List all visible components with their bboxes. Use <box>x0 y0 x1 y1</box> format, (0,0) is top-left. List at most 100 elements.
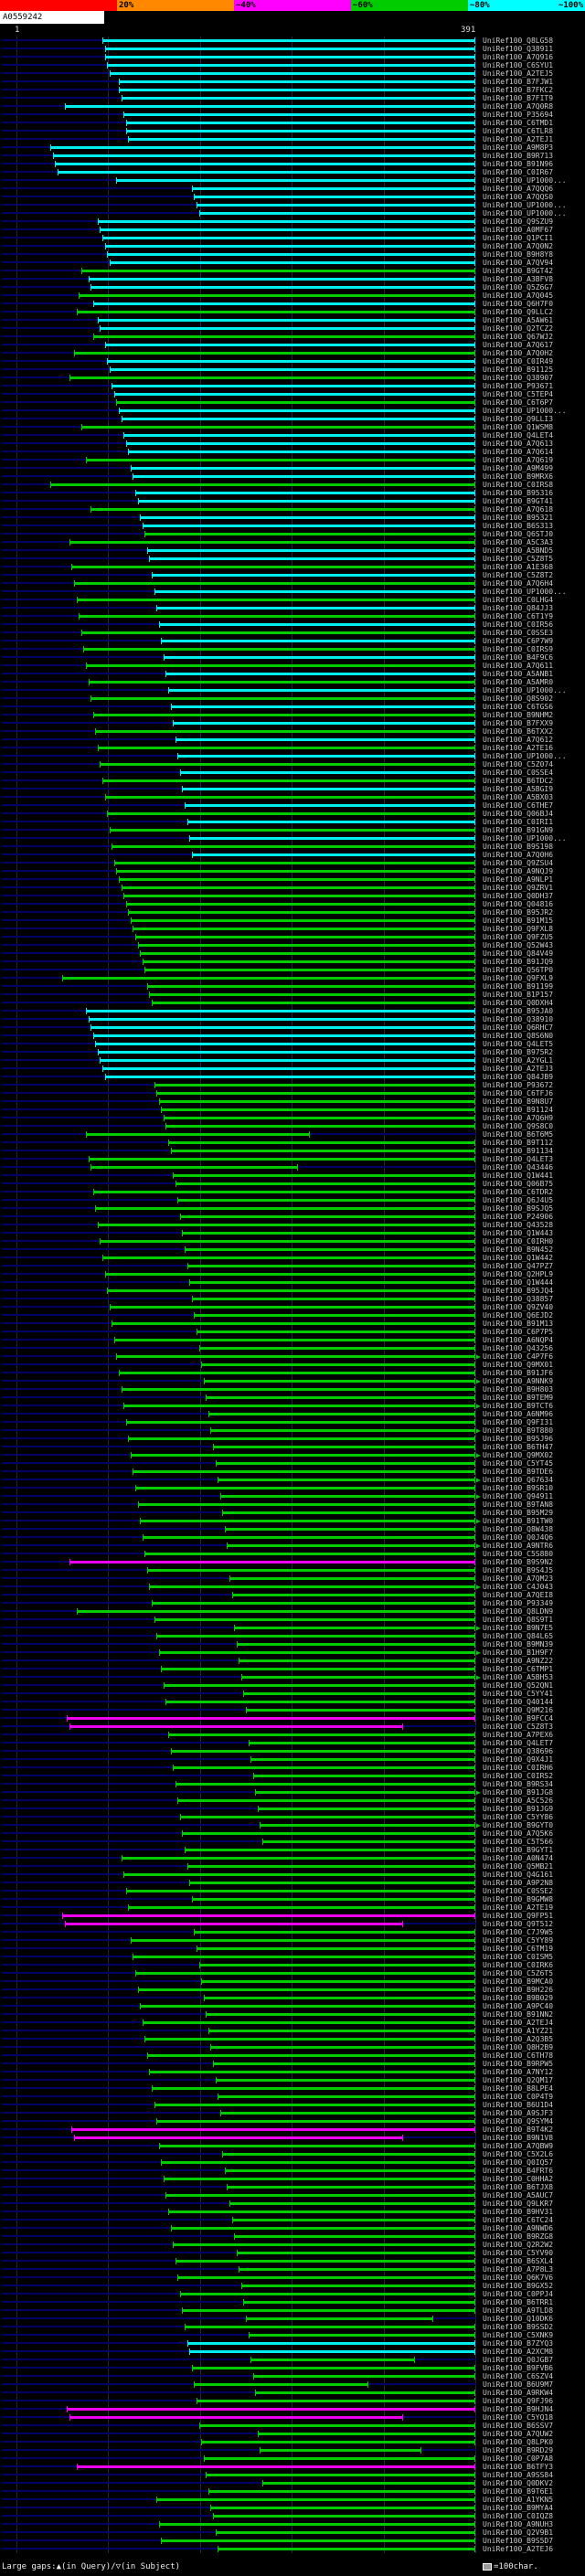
hit-label[interactable]: UniRef100_C0IRS9 <box>483 645 554 653</box>
alignment-bar[interactable] <box>248 2334 475 2337</box>
hit-label[interactable]: UniRef100_C4J043 <box>483 1583 554 1591</box>
hit-label[interactable]: UniRef100_C5YY86 <box>483 1813 554 1821</box>
alignment-bar[interactable] <box>189 1882 475 1884</box>
alignment-bar[interactable] <box>154 590 475 593</box>
alignment-bar[interactable] <box>194 1931 475 1934</box>
hit-label[interactable]: UniRef100_P24906 <box>483 1213 554 1221</box>
alignment-bar[interactable] <box>135 492 475 494</box>
alignment-bar[interactable] <box>165 673 475 675</box>
alignment-bar[interactable] <box>113 393 475 396</box>
hit-label[interactable]: UniRef100_B9S198 <box>483 843 554 851</box>
alignment-bar[interactable] <box>152 574 475 577</box>
hit-label[interactable]: UniRef100_Q10DK6 <box>483 2315 554 2323</box>
alignment-bar[interactable] <box>239 1659 475 1662</box>
hit-label[interactable]: UniRef100_Q38911 <box>483 45 554 53</box>
hit-label[interactable]: UniRef100_C6P7P5 <box>483 1328 554 1336</box>
hit-label[interactable]: UniRef100_Q6STJ0 <box>483 530 554 538</box>
hit-label[interactable]: UniRef100_C5Z074 <box>483 760 554 769</box>
hit-label[interactable]: UniRef100_UP1000... <box>483 209 567 217</box>
alignment-bar[interactable] <box>236 2252 475 2254</box>
hit-label[interactable]: UniRef100_A7Q916 <box>483 53 554 61</box>
alignment-bar[interactable] <box>71 2128 475 2131</box>
alignment-bar[interactable] <box>173 1766 475 1769</box>
alignment-bar[interactable] <box>142 960 475 963</box>
alignment-bar[interactable] <box>88 1018 475 1021</box>
hit-label[interactable]: UniRef100_B9MCA0 <box>483 1977 554 1986</box>
hit-label[interactable]: UniRef100_Q9LLC2 <box>483 308 554 316</box>
alignment-bar[interactable] <box>231 1594 475 1596</box>
hit-label[interactable]: UniRef100_B4F9C6 <box>483 653 554 662</box>
alignment-bar[interactable] <box>101 1067 475 1070</box>
alignment-bar[interactable] <box>109 261 475 264</box>
hit-label[interactable]: UniRef100_Q9FP51 <box>483 1912 554 1920</box>
hit-label[interactable]: UniRef100_Q40144 <box>483 1698 554 1706</box>
alignment-bar[interactable] <box>198 2424 475 2427</box>
alignment-bar[interactable] <box>100 327 475 330</box>
alignment-bar[interactable] <box>236 1643 475 1646</box>
alignment-bar[interactable] <box>224 2169 475 2172</box>
alignment-bar[interactable] <box>50 146 475 149</box>
alignment-bar[interactable] <box>203 1997 475 1999</box>
hit-label[interactable]: UniRef100_A2TEJ1 <box>483 135 554 143</box>
hit-label[interactable]: UniRef100_A2TEJ6 <box>483 2545 554 2553</box>
hit-label[interactable]: UniRef100_A2TEJ5 <box>483 69 554 78</box>
alignment-bar[interactable] <box>146 549 475 552</box>
hit-label[interactable]: UniRef100_B1P157 <box>483 991 554 999</box>
hit-label[interactable]: UniRef100_B4FRT6 <box>483 2167 554 2175</box>
hit-label[interactable]: UniRef100_B95M29 <box>483 1509 554 1517</box>
hit-label[interactable]: UniRef100_C6TMP1 <box>483 1665 554 1673</box>
hit-label[interactable]: UniRef100_A0MF67 <box>483 226 554 234</box>
hit-label[interactable]: UniRef100_A7Q612 <box>483 736 554 744</box>
hit-label[interactable]: UniRef100_C0P7A8 <box>483 2454 554 2463</box>
alignment-bar[interactable] <box>97 1051 475 1054</box>
alignment-bar[interactable] <box>206 1396 475 1399</box>
hit-label[interactable]: UniRef100_Q8LDN9 <box>483 1607 554 1616</box>
alignment-bar[interactable] <box>104 56 475 58</box>
alignment-bar[interactable] <box>185 1849 475 1851</box>
alignment-bar[interactable] <box>161 1108 475 1111</box>
hit-label[interactable]: UniRef100_C0LHG4 <box>483 596 554 604</box>
alignment-bar[interactable] <box>207 2030 475 2032</box>
alignment-bar[interactable] <box>74 2136 404 2139</box>
hit-label[interactable]: UniRef100_Q1W441 <box>483 1171 554 1180</box>
alignment-bar[interactable] <box>130 1939 475 1942</box>
hit-label[interactable]: UniRef100_C5XNK9 <box>483 2331 554 2339</box>
alignment-bar[interactable] <box>85 664 475 667</box>
hit-label[interactable]: UniRef100_A7Q5K6 <box>483 1829 554 1838</box>
hit-label[interactable]: UniRef100_C6TMD1 <box>483 119 554 127</box>
hit-label[interactable]: UniRef100_Q5Z6G7 <box>483 283 554 292</box>
alignment-bar[interactable] <box>104 1273 475 1276</box>
hit-label[interactable]: UniRef100_A7P8L3 <box>483 2265 554 2274</box>
alignment-bar[interactable] <box>170 1750 475 1753</box>
alignment-bar[interactable] <box>50 483 475 486</box>
hit-label[interactable]: UniRef100_B9SJQ5 <box>483 1204 554 1213</box>
alignment-bar[interactable] <box>104 344 475 346</box>
alignment-bar[interactable] <box>92 1191 475 1193</box>
hit-label[interactable]: UniRef100_UP1000... <box>483 686 567 694</box>
hit-label[interactable]: UniRef100_C5YY89 <box>483 1936 554 1945</box>
alignment-bar[interactable] <box>104 796 475 799</box>
hit-label[interactable]: UniRef100_Q1W442 <box>483 1254 554 1262</box>
hit-label[interactable]: UniRef100_Q9T512 <box>483 1920 554 1928</box>
alignment-bar[interactable] <box>104 245 475 248</box>
alignment-bar[interactable] <box>201 2441 475 2443</box>
hit-label[interactable]: UniRef100_A7Q611 <box>483 662 554 670</box>
alignment-bar[interactable] <box>95 730 475 733</box>
hit-label[interactable]: UniRef100_C6SYU1 <box>483 61 554 69</box>
hit-label[interactable]: UniRef100_Q5MB21 <box>483 1862 554 1871</box>
hit-label[interactable]: UniRef100_Q9FZU5 <box>483 933 554 941</box>
alignment-bar[interactable] <box>207 1413 475 1415</box>
alignment-bar[interactable] <box>191 2367 475 2369</box>
hit-label[interactable]: UniRef100_Q84JJ3 <box>483 604 554 612</box>
alignment-bar[interactable] <box>165 1125 475 1128</box>
hit-label[interactable]: UniRef100_C0IRK6 <box>483 1961 554 1969</box>
hit-label[interactable]: UniRef100_A7Q0H2 <box>483 349 554 357</box>
hit-label[interactable]: UniRef100_Q38907 <box>483 374 554 382</box>
alignment-bar[interactable] <box>234 2235 475 2238</box>
alignment-bar[interactable] <box>85 1010 475 1012</box>
alignment-bar[interactable] <box>113 862 475 864</box>
hit-label[interactable]: UniRef100_B91124 <box>483 1106 554 1114</box>
hit-label[interactable]: UniRef100_Q0IQ57 <box>483 2158 554 2167</box>
alignment-bar[interactable] <box>252 2375 475 2378</box>
hit-label[interactable]: UniRef100_A7QUW2 <box>483 2430 554 2438</box>
